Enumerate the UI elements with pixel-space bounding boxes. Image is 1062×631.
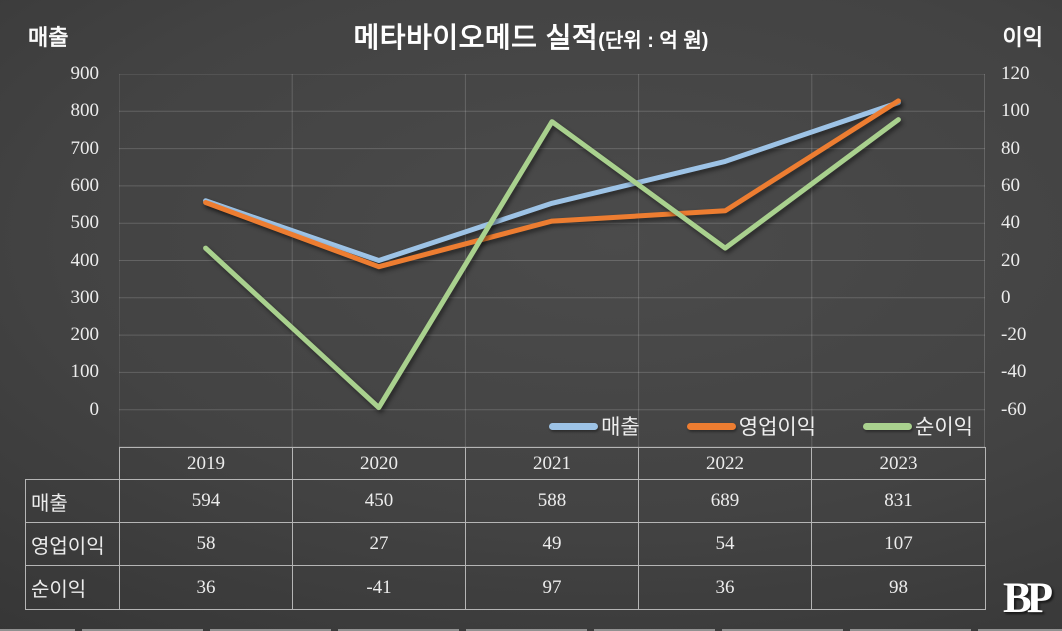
bp-logo: BP	[1003, 575, 1053, 622]
right-axis-tick-label: 80	[1001, 137, 1020, 159]
net-profit-line-swatch-icon	[863, 422, 913, 430]
table-corner-blank	[26, 448, 120, 480]
year-header-cell: 2021	[465, 447, 639, 480]
data-table: 2019 2020 2021 2022 2023 매출 594 450 588 689 831 영업이…	[25, 447, 986, 610]
left-axis-tick-label: 300	[70, 286, 100, 308]
year-header-cell: 2020	[292, 447, 466, 480]
table-row-revenue: 매출 594 450 588 689 831	[25, 479, 986, 523]
right-axis-tick-label: 120	[1001, 63, 1030, 84]
left-axis-tick-label: 100	[70, 361, 100, 383]
value-cell: 831	[811, 479, 986, 523]
series-line-revenue	[203, 100, 901, 263]
chart-title: 메타바이오메드 실적(단위 : 억 원)	[0, 16, 1062, 56]
year-header-cell: 2023	[811, 447, 986, 480]
legend-label-operating-profit: 영업이익	[738, 416, 817, 439]
left-axis-tick-label: 900	[70, 63, 100, 84]
table-row-operating-profit: 영업이익 58 27 49 54 107	[25, 522, 986, 566]
value-cell: 58	[119, 522, 293, 566]
right-axis-tick-label: 40	[1001, 212, 1020, 234]
left-axis-tick-label: 500	[70, 212, 100, 234]
value-cell: 27	[292, 522, 466, 566]
value-cell: 107	[811, 522, 986, 566]
value-cell: 98	[811, 565, 986, 610]
legend-item-revenue: 매출	[549, 411, 640, 441]
right-axis-tick-label: -40	[1001, 361, 1027, 383]
value-cell: 49	[465, 522, 639, 566]
line-chart-plot-area	[119, 74, 985, 447]
legend-item-operating-profit: 영업이익	[686, 411, 817, 441]
row-label-cell: 매출	[25, 479, 120, 523]
left-axis-tick-label: 600	[70, 174, 100, 196]
value-cell: 450	[292, 479, 466, 523]
left-axis-tick-label: 0	[89, 398, 100, 420]
value-cell: 54	[638, 522, 812, 566]
left-axis-tick-label: 700	[70, 137, 100, 159]
left-axis-tick-label: 400	[70, 249, 100, 271]
value-cell: 588	[465, 479, 639, 523]
legend-item-net-profit: 순이익	[863, 411, 973, 441]
year-header-cell: 2019	[119, 447, 293, 480]
table-header-row: 2019 2020 2021 2022 2023	[26, 447, 986, 480]
series-line-net-profit	[203, 117, 901, 411]
right-axis-tick-label: 60	[1001, 174, 1020, 196]
left-axis-tick-label: 800	[70, 100, 100, 122]
right-axis-tick-label: -60	[1001, 398, 1027, 420]
value-cell: -41	[292, 565, 466, 610]
left-axis-tick-label: 200	[70, 324, 100, 346]
value-cell: 36	[119, 565, 293, 610]
value-cell: 594	[119, 479, 293, 523]
right-axis-tick-label: 20	[1001, 249, 1020, 271]
row-label-cell: 영업이익	[25, 522, 120, 566]
right-axis-title: 이익	[1002, 25, 1043, 50]
bottom-edge-tick-marks	[0, 629, 1062, 631]
chart-title-unit: (단위 : 억 원)	[598, 30, 709, 52]
chart-title-main: 메타바이오메드 실적	[353, 22, 599, 53]
revenue-line-swatch-icon	[549, 422, 599, 430]
operating-profit-line-swatch-icon	[686, 422, 736, 430]
value-cell: 97	[465, 565, 639, 610]
right-axis-tick-label: 100	[1001, 100, 1030, 122]
left-axis-title: 매출	[28, 25, 69, 50]
right-axis-tick-label: -20	[1001, 324, 1027, 346]
row-label-cell: 순이익	[25, 565, 120, 610]
value-cell: 36	[638, 565, 812, 610]
year-header-cell: 2022	[638, 447, 812, 480]
table-row-net-profit: 순이익 36 -41 97 36 98	[25, 565, 986, 610]
value-cell: 689	[638, 479, 812, 523]
chart-legend: 매출 영업이익 순이익	[119, 412, 985, 440]
legend-label-net-profit: 순이익	[915, 416, 973, 439]
series-line-operating-profit	[203, 98, 901, 270]
legend-label-revenue: 매출	[601, 416, 640, 439]
right-axis-tick-label: 0	[1001, 286, 1011, 308]
